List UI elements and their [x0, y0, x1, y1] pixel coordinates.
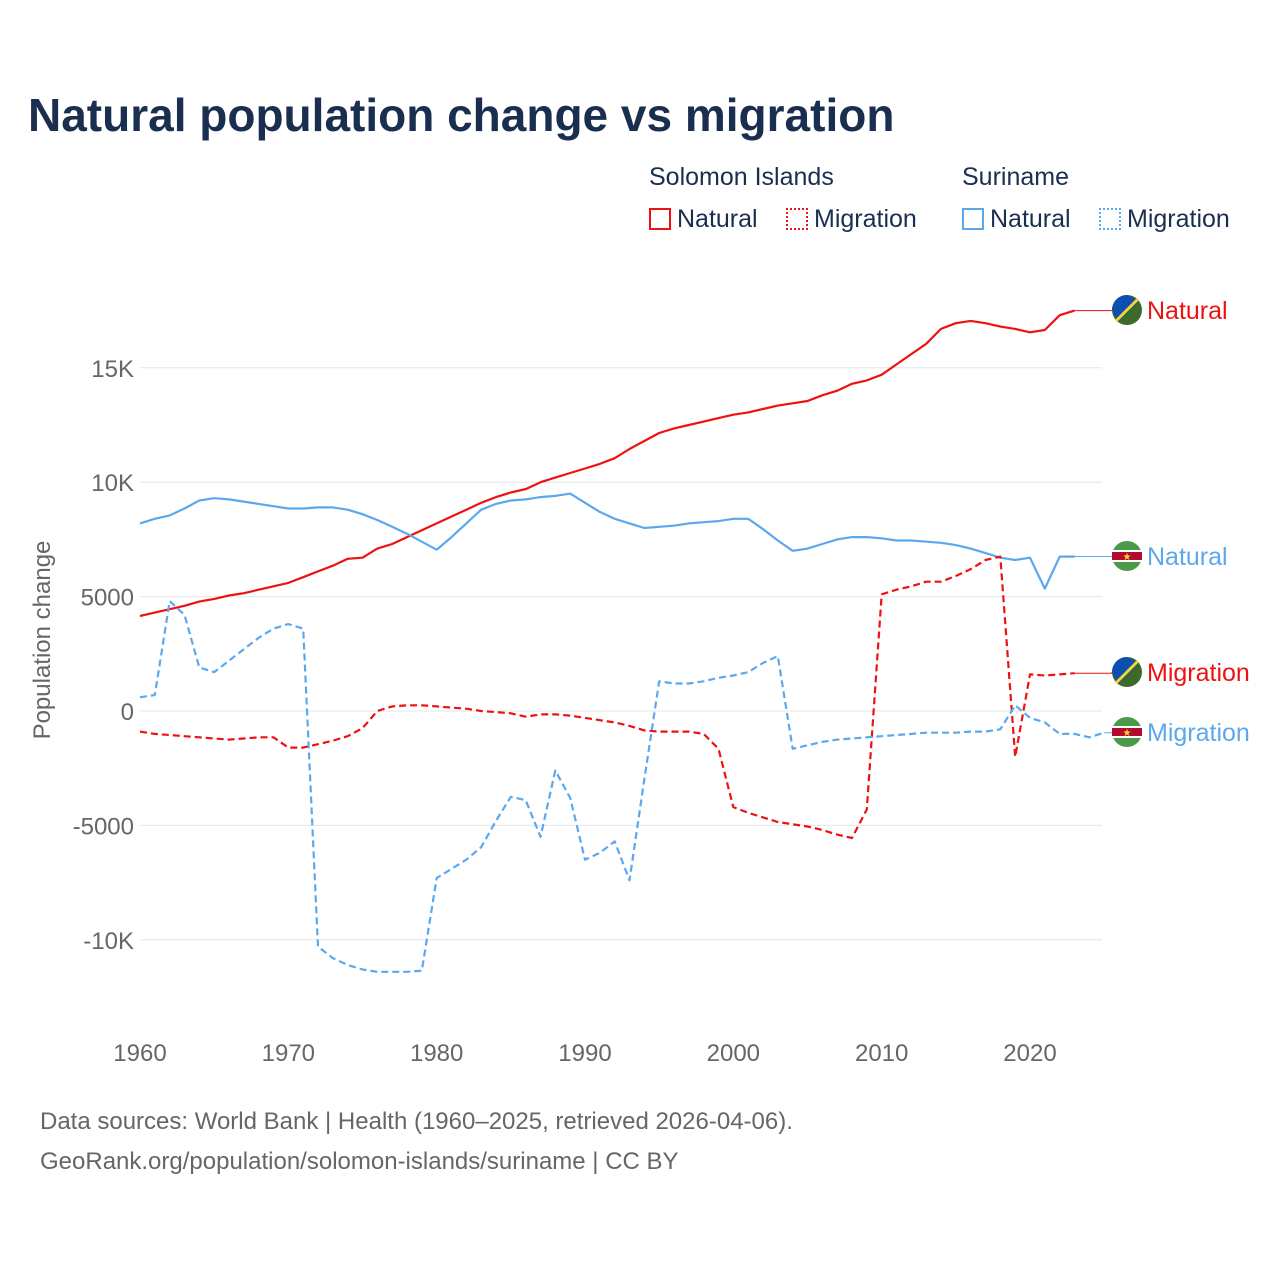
solomon-islands-flag-icon — [1112, 295, 1139, 322]
dotted-swatch-icon — [786, 208, 808, 230]
solomon-islands-flag-icon — [1112, 657, 1139, 684]
series-line-suriname-natural — [139, 492, 1075, 590]
suriname-flag-icon — [1112, 552, 1142, 560]
x-tick-label: 1980 — [410, 1040, 463, 1067]
legend-label: Migration — [1127, 205, 1230, 233]
dotted-swatch-icon — [1099, 208, 1121, 230]
suriname-flag-icon — [1112, 728, 1142, 736]
series-line-suriname-migration — [139, 600, 1105, 973]
label-connector — [1074, 310, 1113, 312]
x-tick-label: 2010 — [855, 1040, 908, 1067]
y-tick-label: 5000 — [81, 585, 134, 612]
legend-group-suriname: Suriname — [962, 163, 1069, 191]
solomon-islands-flag-icon — [1114, 297, 1140, 323]
legend-item-suriname-natural[interactable]: Natural — [962, 205, 1071, 234]
suriname-flag-icon: ★ — [1123, 552, 1132, 563]
x-tick-label: 2020 — [1003, 1040, 1056, 1067]
x-tick-label: 2000 — [707, 1040, 760, 1067]
x-tick-label: 1960 — [113, 1040, 166, 1067]
series-line-solomon-islands-natural — [139, 309, 1075, 618]
y-tick-label: 15K — [91, 356, 134, 383]
legend-label: Natural — [677, 205, 758, 233]
y-tick-label: -10K — [83, 928, 134, 955]
series-line-solomon-islands-migration — [139, 555, 1075, 840]
source-note: Data sources: World Bank | Health (1960–… — [40, 1108, 793, 1135]
y-tick-label: 0 — [121, 699, 134, 726]
source-url[interactable]: GeoRank.org/population/solomon-islands/s… — [40, 1148, 679, 1175]
solid-swatch-icon — [962, 208, 984, 230]
label-connector — [1104, 732, 1113, 734]
series-end-label: Natural — [1147, 543, 1228, 571]
legend-item-solomon-migration[interactable]: Migration — [786, 205, 917, 234]
series-end-label: Migration — [1147, 659, 1250, 687]
x-tick-label: 1990 — [558, 1040, 611, 1067]
solomon-islands-flag-icon — [1114, 659, 1140, 685]
legend-label: Natural — [990, 205, 1071, 233]
series-end-label: Migration — [1147, 719, 1250, 747]
suriname-flag-icon: ★ — [1123, 728, 1132, 739]
y-axis-label: Population change — [29, 541, 56, 740]
y-tick-label: -5000 — [73, 813, 134, 840]
legend-group-solomon: Solomon Islands — [649, 163, 834, 191]
legend-item-solomon-natural[interactable]: Natural — [649, 205, 758, 234]
x-tick-label: 1970 — [262, 1040, 315, 1067]
label-connector — [1074, 556, 1113, 558]
y-tick-label: 10K — [91, 470, 134, 497]
legend-item-suriname-migration[interactable]: Migration — [1099, 205, 1230, 234]
series-end-label: Natural — [1147, 297, 1228, 325]
solid-swatch-icon — [649, 208, 671, 230]
chart-title: Natural population change vs migration — [28, 89, 895, 141]
label-connector — [1074, 672, 1113, 674]
legend-label: Migration — [814, 205, 917, 233]
